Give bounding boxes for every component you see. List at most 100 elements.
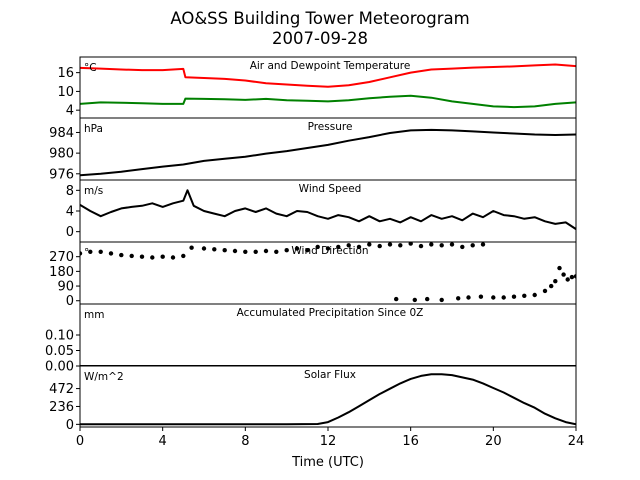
- point-wind-direction-0: [80, 251, 83, 256]
- chart-title-line1: AO&SS Building Tower Meteorogram: [170, 9, 469, 28]
- series-temperature-0: [80, 63, 576, 88]
- point-wind-direction-21: [294, 246, 300, 251]
- series-temperature-1: [80, 94, 576, 109]
- point-wind-direction-4: [119, 252, 124, 258]
- point-wind-direction-12: [201, 246, 207, 251]
- point-wind-direction-38: [470, 243, 475, 248]
- y-tick-label-wind-direction-1: 90: [57, 280, 74, 295]
- point-wind-direction-59: [573, 274, 576, 279]
- point-wind-direction-50: [522, 293, 527, 298]
- point-wind-direction-53: [549, 283, 554, 289]
- y-tick-label-solar-flux-1: 236: [49, 400, 74, 415]
- panel-solar-flux: 0 236 472 W/m^2 Solar Flux: [49, 365, 577, 433]
- y-tick-label-wind-direction-2: 180: [49, 265, 74, 280]
- y-tick-label-temperature-2: 16: [57, 66, 74, 81]
- y-tick-label-solar-flux-0: 0: [66, 418, 74, 433]
- y-tick-label-wind-speed-1: 4: [66, 205, 74, 220]
- point-wind-direction-17: [253, 249, 258, 254]
- point-wind-direction-10: [181, 253, 186, 259]
- point-wind-direction-24: [325, 246, 331, 251]
- point-wind-direction-57: [565, 277, 570, 282]
- y-tick-label-pressure-1: 980: [49, 147, 74, 162]
- panel-unit-pressure: hPa: [84, 123, 103, 135]
- point-wind-direction-43: [439, 297, 444, 303]
- y-tick-label-temperature-1: 10: [57, 85, 74, 100]
- point-wind-direction-9: [170, 255, 176, 260]
- point-wind-direction-7: [150, 255, 155, 260]
- panel-pressure: 976 980 984 hPa Pressure: [49, 117, 577, 182]
- chart-title-line2: 2007-09-28: [272, 29, 368, 48]
- point-wind-direction-32: [408, 242, 413, 246]
- point-wind-direction-29: [377, 243, 382, 249]
- point-wind-direction-11: [189, 245, 194, 250]
- point-wind-direction-35: [439, 243, 444, 248]
- panel-title-wind-speed: Wind Speed: [299, 183, 362, 195]
- x-axis-label: Time (UTC): [291, 455, 364, 470]
- y-tick-label-precipitation-1: 0.05: [45, 344, 74, 359]
- point-wind-direction-3: [108, 251, 114, 256]
- point-wind-direction-15: [232, 248, 238, 254]
- x-tick-label-2: 8: [241, 434, 249, 449]
- point-wind-direction-28: [367, 242, 372, 247]
- x-tick-label-0: 0: [76, 434, 84, 449]
- point-wind-direction-47: [491, 295, 496, 300]
- point-wind-direction-27: [356, 244, 362, 250]
- point-wind-direction-49: [511, 294, 517, 299]
- point-wind-direction-6: [139, 254, 145, 259]
- point-wind-direction-31: [398, 243, 403, 248]
- point-wind-direction-36: [449, 242, 455, 247]
- panel-unit-wind-speed: m/s: [84, 185, 103, 197]
- x-tick-label-6: 24: [568, 434, 585, 449]
- x-tick-label-5: 20: [485, 434, 502, 449]
- point-wind-direction-51: [532, 292, 537, 298]
- point-wind-direction-55: [557, 265, 562, 271]
- x-tick-label-3: 12: [320, 434, 337, 449]
- point-wind-direction-26: [346, 243, 351, 248]
- point-wind-direction-22: [305, 248, 310, 253]
- point-wind-direction-52: [542, 288, 548, 294]
- y-tick-label-precipitation-0: 0.00: [45, 360, 74, 375]
- point-wind-direction-39: [480, 242, 486, 247]
- point-wind-direction-41: [412, 297, 417, 303]
- panel-title-pressure: Pressure: [308, 121, 353, 133]
- point-wind-direction-1: [88, 249, 93, 254]
- x-axis: 0 4 8 12 16 20 24: [76, 427, 584, 449]
- series-wind-speed-0: [80, 189, 576, 230]
- point-wind-direction-19: [274, 249, 279, 254]
- panel-precipitation: 0.000.050.10 mm Accumulated Precipitation …: [45, 303, 577, 375]
- point-wind-direction-20: [284, 248, 289, 253]
- panel-title-temperature: Air and Dewpoint Temperature: [250, 60, 411, 72]
- y-tick-label-temperature-0: 4: [66, 104, 74, 119]
- point-wind-direction-8: [160, 254, 165, 259]
- point-wind-direction-40: [394, 296, 399, 302]
- y-tick-label-precipitation-2: 0.10: [45, 329, 74, 344]
- y-tick-label-wind-speed-2: 8: [66, 184, 74, 199]
- point-wind-direction-42: [425, 296, 430, 302]
- point-wind-direction-44: [456, 296, 461, 301]
- point-wind-direction-56: [561, 272, 566, 277]
- x-tick-label-4: 16: [402, 434, 419, 449]
- point-wind-direction-16: [243, 249, 248, 254]
- panel-unit-temperature: °C: [84, 62, 97, 74]
- panel-title-solar-flux: Solar Flux: [304, 369, 356, 381]
- point-wind-direction-34: [429, 242, 434, 247]
- point-wind-direction-54: [553, 279, 558, 284]
- point-wind-direction-45: [466, 295, 471, 300]
- panel-unit-solar-flux: W/m^2: [84, 371, 124, 383]
- y-tick-label-wind-direction-3: 270: [49, 250, 74, 265]
- y-tick-label-pressure-2: 984: [49, 126, 74, 141]
- y-tick-label-solar-flux-2: 472: [49, 382, 74, 397]
- point-wind-direction-25: [336, 244, 341, 250]
- point-wind-direction-13: [212, 247, 217, 252]
- point-wind-direction-37: [460, 244, 465, 250]
- point-wind-direction-46: [478, 294, 484, 299]
- panels-group: 4 10 16 °C Air and Dewpoint Temperature 976 98…: [45, 56, 577, 433]
- point-wind-direction-48: [501, 295, 506, 300]
- panel-title-wind-direction: Wind Direction: [291, 245, 368, 257]
- y-tick-label-wind-direction-0: 0: [66, 294, 74, 309]
- point-wind-direction-2: [98, 249, 103, 254]
- point-wind-direction-58: [569, 274, 575, 280]
- y-tick-label-wind-speed-0: 0: [66, 225, 74, 240]
- panel-wind-speed: 0 4 8 m/s Wind Speed: [66, 179, 577, 243]
